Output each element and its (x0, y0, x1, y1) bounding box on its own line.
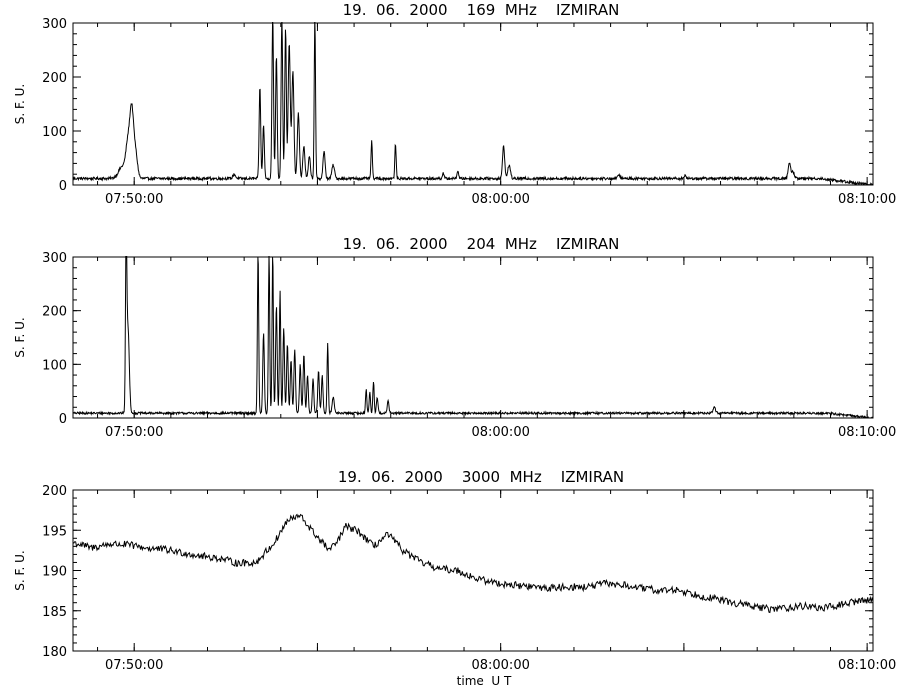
y-tick-label: 0 (59, 412, 67, 427)
plot-frame (72, 489, 874, 652)
y-tick-label: 190 (42, 565, 67, 580)
x-tick-label: 07:50:00 (105, 658, 163, 673)
chart-title: 19. 06. 2000 169 MHz IZMIRAN (343, 1, 620, 19)
y-axis-label: S. F. U. (13, 550, 27, 590)
y-tick-label: 100 (42, 125, 67, 140)
y-tick-label: 195 (42, 524, 67, 539)
y-tick-label: 300 (42, 17, 67, 32)
x-tick-label: 08:00:00 (471, 192, 529, 207)
plot-frame (72, 256, 874, 419)
x-tick-label: 08:10:00 (838, 425, 896, 440)
series-line (73, 22, 873, 185)
y-tick-label: 200 (42, 484, 67, 499)
y-tick-label: 180 (42, 645, 67, 660)
y-tick-label: 300 (42, 251, 67, 266)
y-tick-label: 185 (42, 605, 67, 620)
x-tick-label: 08:10:00 (838, 192, 896, 207)
panel-1: 0 100 200 300 07:50:00 08:00:00 08:10:00 19. 06… (13, 1, 896, 207)
series-line (73, 256, 873, 418)
x-tick-label: 07:50:00 (105, 425, 163, 440)
panel-2: 0 100 200 300 07:50:00 08:00:00 08:10:00 19. 06… (13, 235, 896, 440)
y-tick-label: 0 (59, 179, 67, 194)
panel-3: 180 185 190 195 200 07:50:00 08:00:00 08:10:00 1… (13, 468, 896, 688)
x-tick-label: 08:10:00 (838, 658, 896, 673)
y-tick-label: 100 (42, 358, 67, 373)
y-tick-label: 200 (42, 305, 67, 320)
plot-frame (72, 22, 874, 186)
y-tick-label: 200 (42, 71, 67, 86)
chart-title: 19. 06. 2000 3000 MHz IZMIRAN (338, 468, 624, 486)
series-line (73, 513, 873, 614)
x-axis-label: time U T (457, 674, 512, 688)
y-axis-label: S. F. U. (13, 317, 27, 357)
y-axis-label: S. F. U. (13, 84, 27, 124)
x-tick-label: 08:00:00 (471, 658, 529, 673)
x-tick-label: 08:00:00 (471, 425, 529, 440)
chart-title: 19. 06. 2000 204 MHz IZMIRAN (343, 235, 620, 253)
x-tick-label: 07:50:00 (105, 192, 163, 207)
